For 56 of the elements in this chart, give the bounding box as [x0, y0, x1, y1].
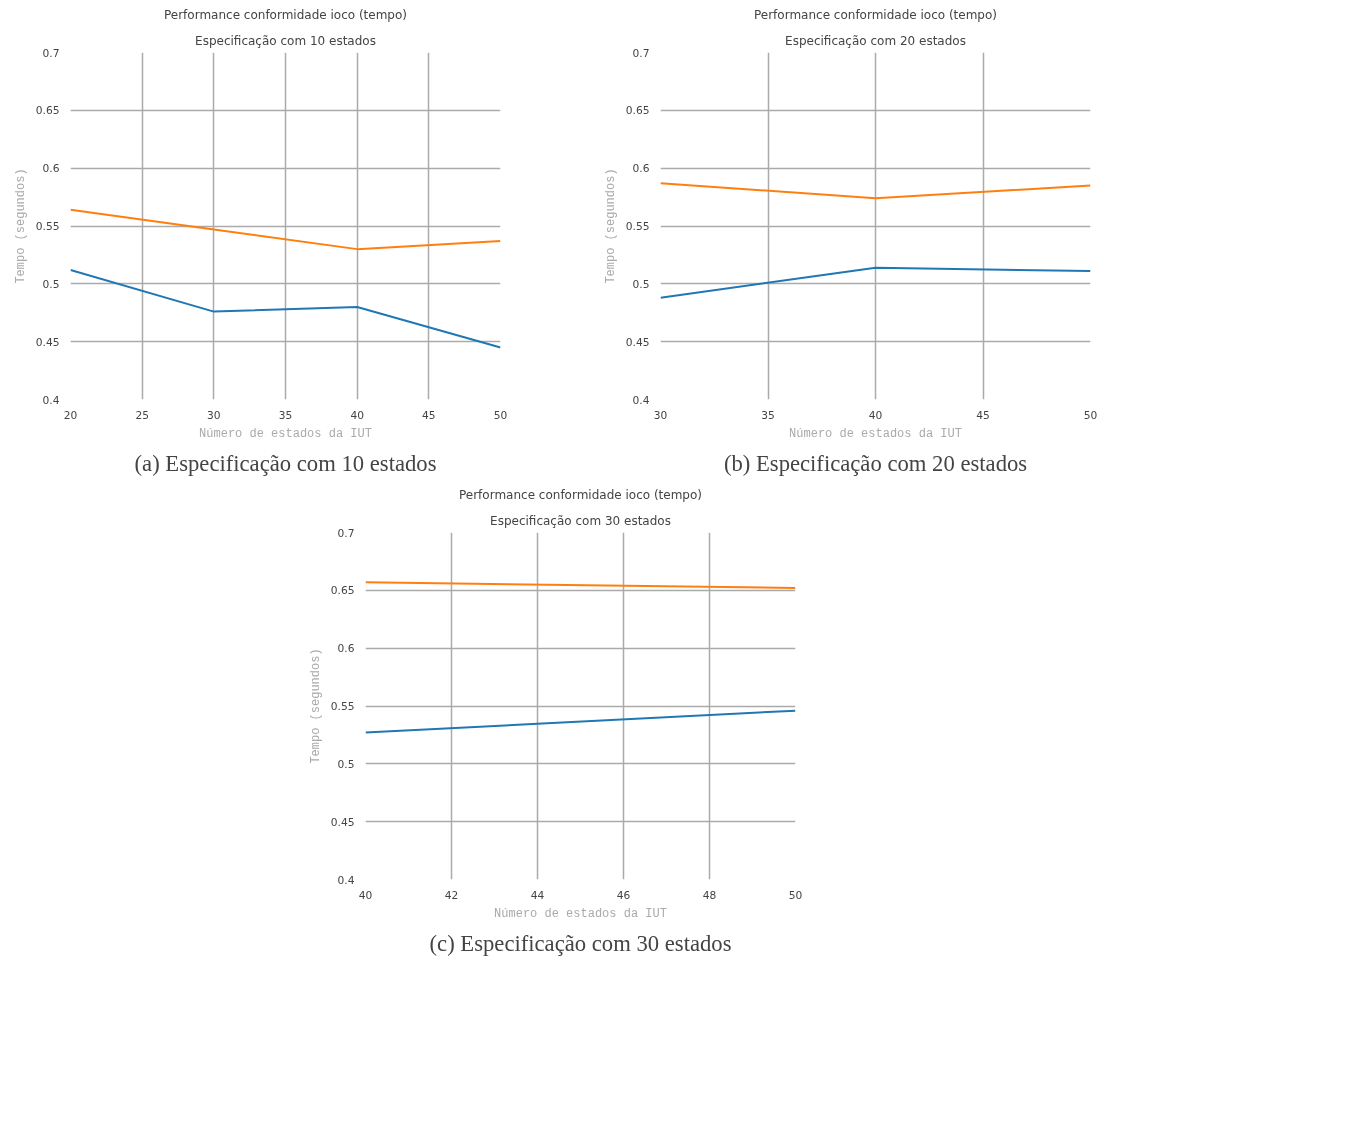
y-tick-label: 0.65	[35, 104, 60, 118]
line-series	[70, 268, 501, 349]
x-axis-title: Número de estados da IUT	[494, 906, 667, 921]
y-axis-title: Tempo (segundos)	[13, 168, 28, 284]
y-tick-label: 0.4	[337, 873, 355, 887]
x-tick-label: 50	[788, 888, 803, 902]
x-tick-label: 46	[616, 888, 631, 902]
x-tick-label: 30	[653, 408, 668, 422]
x-tick-label: 48	[702, 888, 717, 902]
y-tick-label: 0.5	[42, 277, 60, 291]
x-tick-label: 50	[1083, 408, 1098, 422]
x-tick-label: 30	[207, 408, 221, 422]
y-tick-label: 0.55	[330, 700, 355, 713]
y-tick-label: 0.65	[625, 104, 650, 118]
x-tick-label: 20	[63, 408, 78, 422]
x-axis-title: Número de estados da IUT	[199, 426, 372, 441]
y-tick-label: 0.7	[337, 526, 355, 540]
y-tick-label: 0.45	[35, 335, 60, 349]
y-tick-label: 0.55	[35, 220, 60, 233]
y-tick-label: 0.55	[625, 220, 650, 233]
chart-title: Performance conformidade ioco (tempo)	[458, 487, 703, 502]
text: (b) Especificação com 20 estados	[723, 450, 1028, 476]
y-tick-label: 0.4	[632, 393, 650, 407]
y-tick-label: 0.5	[337, 757, 355, 771]
line-series	[70, 208, 501, 251]
chart-title: Performance conformidade ioco (tempo)	[753, 7, 998, 22]
y-axis-title: Tempo (segundos)	[603, 168, 618, 284]
x-tick-label: 25	[135, 408, 149, 422]
chart-subtitle: Especificação com 20 estados	[785, 33, 966, 48]
y-tick-label: 0.7	[42, 46, 60, 60]
x-tick-label: 40	[358, 888, 373, 902]
y-tick-label: 0.4	[42, 393, 60, 407]
y-tick-label: 0.45	[625, 335, 650, 349]
x-tick-label: 35	[761, 408, 775, 422]
y-tick-label: 0.6	[42, 162, 60, 176]
x-tick-label: 50	[493, 408, 508, 422]
y-tick-label: 0.6	[632, 162, 650, 176]
text: (c) Especificação com 30 estados	[429, 930, 732, 956]
x-tick-label: 45	[422, 408, 436, 422]
x-axis-title: Número de estados da IUT	[789, 426, 962, 441]
y-tick-label: 0.7	[632, 46, 650, 60]
y-tick-label: 0.65	[330, 584, 355, 598]
x-tick-label: 45	[976, 408, 990, 422]
chart-subtitle: Especificação com 30 estados	[490, 513, 671, 528]
x-tick-label: 35	[278, 408, 293, 422]
text: (a) Especificação com 10 estados	[134, 450, 437, 476]
x-tick-label: 42	[444, 888, 459, 902]
chart-subtitle: Especificação com 10 estados	[195, 33, 376, 48]
y-axis-title: Tempo (segundos)	[308, 648, 323, 764]
x-tick-label: 44	[530, 888, 545, 902]
y-tick-label: 0.5	[632, 277, 650, 291]
x-tick-label: 40	[868, 408, 883, 422]
x-tick-label: 40	[350, 408, 365, 422]
y-tick-label: 0.6	[337, 642, 355, 656]
y-tick-label: 0.45	[330, 815, 355, 829]
chart-title: Performance conformidade ioco (tempo)	[163, 7, 408, 22]
